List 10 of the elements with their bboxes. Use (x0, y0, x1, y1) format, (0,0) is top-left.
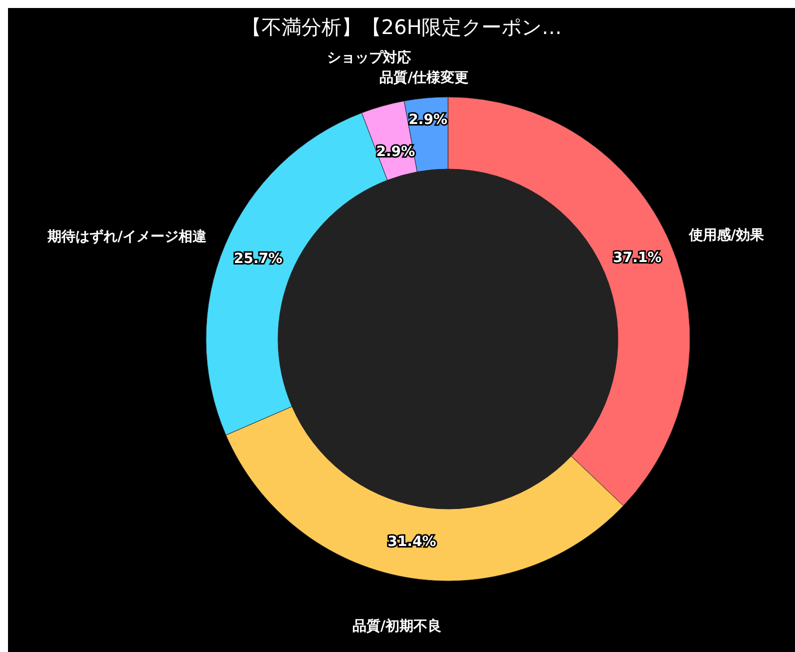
chart-title: 【不満分析】【26H限定クーポン… (240, 14, 563, 41)
slice-label: 使用感/効果 (688, 228, 765, 244)
data-label: 2.9% (408, 112, 448, 128)
slice-label: ショップ対応 (327, 48, 412, 66)
data-label: 31.4% (388, 534, 436, 550)
slice-label: 期待はずれ/イメージ相違 (46, 229, 208, 246)
data-label: 25.7% (234, 250, 282, 267)
data-label: 37.1% (613, 250, 662, 266)
slice-label: 品質/初期不良 (352, 617, 442, 634)
slice-label: 品質/仕様変更 (380, 69, 469, 86)
